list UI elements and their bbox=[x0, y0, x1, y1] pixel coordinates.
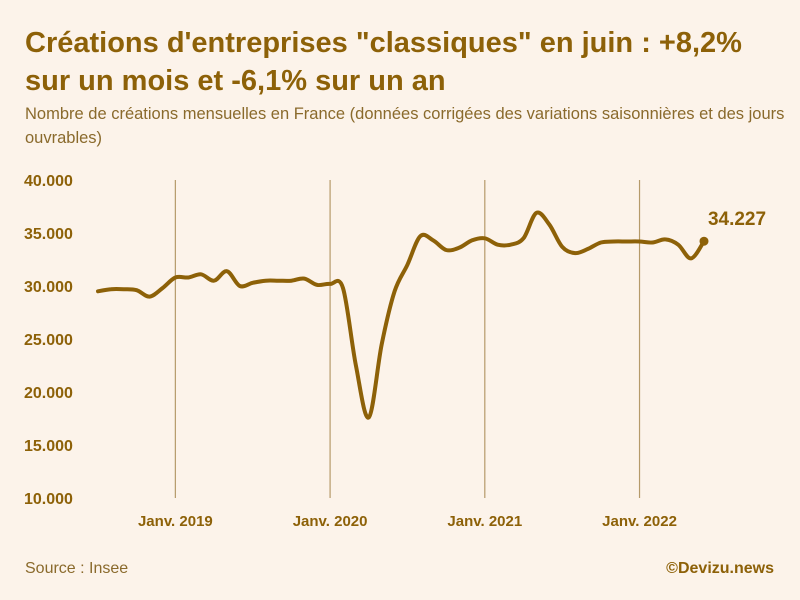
y-axis: 10.000 15.000 20.000 25.000 30.000 35.000 40.0… bbox=[24, 173, 73, 508]
last-value-point bbox=[699, 236, 709, 246]
last-value-label: 34.227 bbox=[708, 209, 766, 230]
chart-subtitle: Nombre de créations mensuelles en France… bbox=[25, 105, 785, 147]
y-tick-label: 10.000 bbox=[24, 491, 73, 508]
x-axis: Janv. 2019 Janv. 2020 Janv. 2021 Janv. 2022 bbox=[138, 513, 677, 530]
credit-link[interactable]: ©Devizu.news bbox=[666, 560, 774, 577]
annotation-group: 34.227 bbox=[699, 209, 766, 246]
y-tick-label: 30.000 bbox=[24, 279, 73, 296]
y-tick-label: 15.000 bbox=[24, 438, 73, 455]
y-tick-label: 25.000 bbox=[24, 332, 73, 349]
source-note: Source : Insee bbox=[25, 560, 129, 577]
grid-lines bbox=[174, 180, 641, 498]
x-tick-label: Janv. 2019 bbox=[138, 513, 213, 530]
series-line bbox=[96, 210, 706, 420]
x-tick-label: Janv. 2020 bbox=[293, 513, 368, 530]
x-tick-label: Janv. 2021 bbox=[447, 513, 522, 530]
series-group bbox=[96, 210, 706, 420]
y-tick-label: 40.000 bbox=[24, 173, 73, 190]
y-tick-label: 35.000 bbox=[24, 226, 73, 243]
y-tick-label: 20.000 bbox=[24, 385, 73, 402]
x-tick-label: Janv. 2022 bbox=[602, 513, 677, 530]
chart-title: Créations d'entreprises "classiques" en … bbox=[25, 27, 742, 97]
